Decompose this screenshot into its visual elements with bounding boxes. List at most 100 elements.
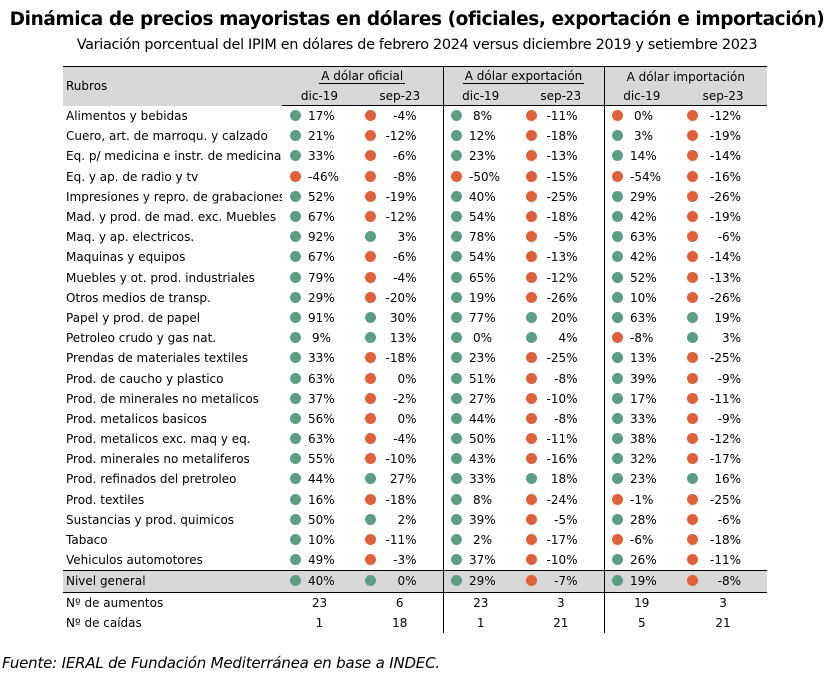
status-dot — [679, 247, 705, 267]
status-dot — [603, 247, 631, 268]
value-cell: 44% — [469, 411, 496, 426]
status-dot — [603, 146, 631, 167]
value-cell: 77% — [469, 310, 496, 325]
value-cell: 52% — [630, 270, 657, 285]
status-dot — [679, 368, 705, 388]
value-cell: 3% — [633, 129, 654, 144]
count-cell: 1 — [442, 612, 518, 633]
value-cell: 32% — [630, 452, 657, 467]
value-cell: 0% — [397, 411, 417, 426]
status-dot — [518, 268, 544, 288]
status-dot — [442, 368, 469, 389]
nivel-general-row: Nivel general 40% 0% 29% -7% 19% -8% — [63, 570, 768, 593]
status-dot — [442, 105, 469, 127]
value-cell: -11% — [546, 109, 578, 124]
status-dot — [357, 227, 383, 247]
value-cell: -13% — [546, 250, 578, 265]
status-dot — [679, 207, 705, 227]
value-cell: 16% — [714, 472, 742, 487]
value-cell: 40% — [469, 189, 496, 204]
value-cell: -18% — [546, 129, 578, 144]
value-cell: 42% — [630, 250, 657, 265]
table-row: Tabaco 10% -11% 2% -17% -6% -18% — [63, 529, 767, 551]
status-dot — [518, 409, 544, 429]
value-cell: 29% — [469, 570, 518, 593]
value-cell: -17% — [546, 533, 578, 548]
status-dot — [679, 288, 705, 308]
value-cell: -11% — [385, 533, 417, 548]
value-cell: 3% — [722, 331, 742, 346]
value-cell: 67% — [308, 210, 335, 225]
value-cell: -15% — [546, 169, 578, 184]
rubro-label: Sustancias y prod. quimicos — [66, 512, 235, 527]
caidas-row: Nº de caídas 1 18 1 21 5 21 — [63, 612, 767, 633]
status-dot — [357, 469, 383, 489]
status-dot — [282, 268, 308, 288]
value-cell: -18% — [710, 533, 742, 548]
rubro-label: Tabaco — [66, 533, 108, 548]
table-row: Prendas de materiales textiles 33% -18% 23%… — [63, 348, 767, 369]
value-cell: 3% — [397, 230, 417, 245]
value-cell: -8% — [554, 411, 578, 426]
status-dot — [282, 449, 308, 469]
table-row: Prod. de minerales no metalicos 37% -2% 27%… — [63, 388, 767, 409]
value-cell: 30% — [389, 310, 417, 325]
rubro-label: Prod. de minerales no metalicos — [66, 391, 259, 406]
table-row: Prod. textiles 16% -18% 8% -24% -1% -25% — [63, 489, 767, 510]
status-dot — [518, 126, 544, 146]
value-cell: -26% — [710, 189, 742, 204]
status-dot — [679, 530, 705, 550]
status-dot — [357, 146, 383, 166]
value-cell: 37% — [308, 391, 335, 406]
status-dot — [357, 429, 383, 449]
value-cell: 20% — [550, 310, 578, 325]
value-cell: -26% — [546, 290, 578, 305]
subheader-oficial-sep23: sep-23 — [357, 86, 443, 106]
status-dot — [679, 469, 705, 489]
status-dot — [357, 530, 383, 550]
status-dot — [603, 529, 631, 551]
value-cell: -6% — [717, 230, 742, 245]
status-dot — [282, 126, 308, 146]
rubro-label: Muebles y ot. prod. industriales — [66, 270, 255, 285]
value-cell: -1% — [630, 492, 654, 507]
status-dot — [518, 348, 544, 368]
value-cell: 39% — [630, 371, 657, 386]
status-dot — [442, 550, 469, 571]
table-row: Maq. y ap. electricos. 92% 3% 78% -5% 63% -6% — [63, 227, 767, 248]
value-cell: -8% — [630, 331, 654, 346]
status-dot — [603, 166, 631, 187]
count-cell: 3 — [719, 595, 727, 610]
status-dot — [518, 570, 544, 593]
status-dot — [518, 247, 544, 267]
value-cell: 33% — [469, 472, 496, 487]
status-dot — [357, 409, 383, 429]
table-row: Mad. y prod. de mad. exc. Muebles 67% -12%… — [63, 206, 767, 228]
count-cell: 21 — [715, 615, 731, 630]
value-cell: 0% — [383, 570, 443, 593]
status-dot — [282, 368, 308, 388]
status-dot — [357, 368, 383, 388]
value-cell: 56% — [308, 411, 335, 426]
value-cell: -12% — [385, 210, 417, 225]
status-dot — [603, 267, 631, 288]
value-cell: 26% — [630, 553, 657, 568]
status-dot — [282, 328, 308, 348]
status-dot — [518, 227, 544, 247]
status-dot — [442, 509, 469, 530]
status-dot — [518, 106, 544, 127]
table-row: Prod. de caucho y plastico 63% 0% 51% -8% 39%… — [63, 368, 767, 389]
value-cell: -12% — [546, 270, 578, 285]
value-cell: 27% — [469, 391, 496, 406]
count-cell: 3 — [556, 595, 565, 610]
value-cell: 44% — [308, 472, 335, 487]
value-cell: -19% — [710, 129, 742, 144]
status-dot — [518, 167, 544, 187]
value-cell: -12% — [710, 109, 742, 124]
status-dot — [442, 146, 469, 167]
status-dot — [679, 429, 705, 449]
value-cell: -24% — [546, 492, 578, 507]
value-cell: -13% — [546, 149, 578, 164]
status-dot — [282, 409, 308, 429]
value-cell: 43% — [469, 452, 496, 467]
